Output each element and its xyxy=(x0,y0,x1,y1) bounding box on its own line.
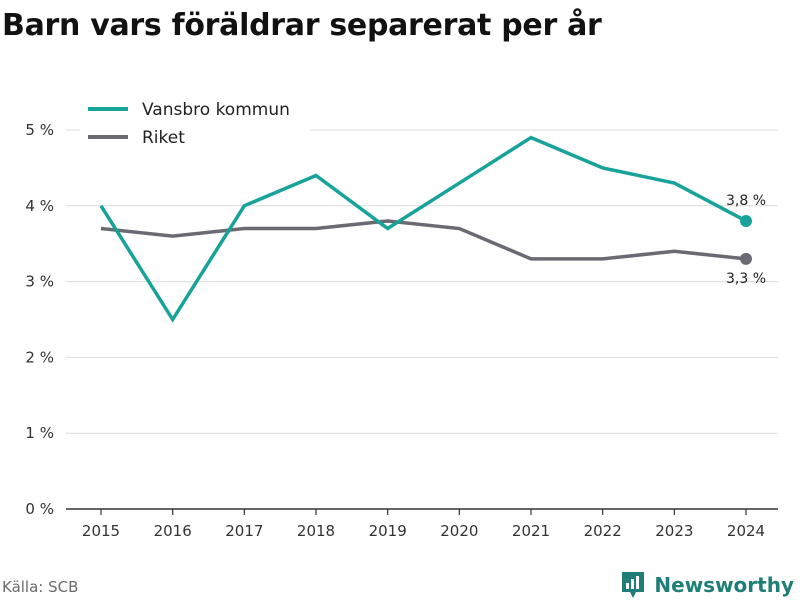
x-tick-label: 2019 xyxy=(369,522,407,540)
legend-label-vansbro: Vansbro kommun xyxy=(142,100,290,120)
y-tick-label: 0 % xyxy=(25,500,54,518)
series-line-riket xyxy=(100,219,747,261)
legend-label-riket: Riket xyxy=(142,128,185,148)
x-tick-label: 2020 xyxy=(440,522,478,540)
legend-background xyxy=(80,95,310,157)
y-tick-label: 3 % xyxy=(25,273,54,291)
x-tick-label: 2018 xyxy=(297,522,335,540)
x-tick-label: 2017 xyxy=(225,522,263,540)
brand: Newsworthy xyxy=(620,570,794,600)
end-point-vansbro xyxy=(740,214,752,227)
x-tick-label: 2023 xyxy=(655,522,693,540)
y-tick-label: 2 % xyxy=(25,348,54,366)
y-tick-label: 1 % xyxy=(25,424,54,442)
end-point-riket xyxy=(740,252,752,265)
x-tick-label: 2021 xyxy=(512,522,550,540)
y-tick-label: 5 % xyxy=(25,121,54,139)
source-label: Källa: SCB xyxy=(2,578,79,596)
end-label-vansbro: 3,8 % xyxy=(726,193,766,209)
series-line-vansbro xyxy=(99,135,747,323)
chart-title: Barn vars föräldrar separerat per år xyxy=(2,8,602,43)
newsworthy-logo-icon xyxy=(622,572,645,598)
x-tick-label: 2022 xyxy=(584,522,622,540)
x-tick-label: 2015 xyxy=(82,522,120,540)
brand-name: Newsworthy xyxy=(654,573,794,597)
x-tick-label: 2016 xyxy=(154,522,192,540)
x-tick-label: 2024 xyxy=(727,522,765,540)
end-label-riket: 3,3 % xyxy=(726,271,766,287)
y-tick-label: 4 % xyxy=(25,197,54,215)
line-chart: 0 % 1 % 2 % 3 % 4 % 5 % 2015 2016 2017 2018 2019 20… xyxy=(25,95,778,540)
